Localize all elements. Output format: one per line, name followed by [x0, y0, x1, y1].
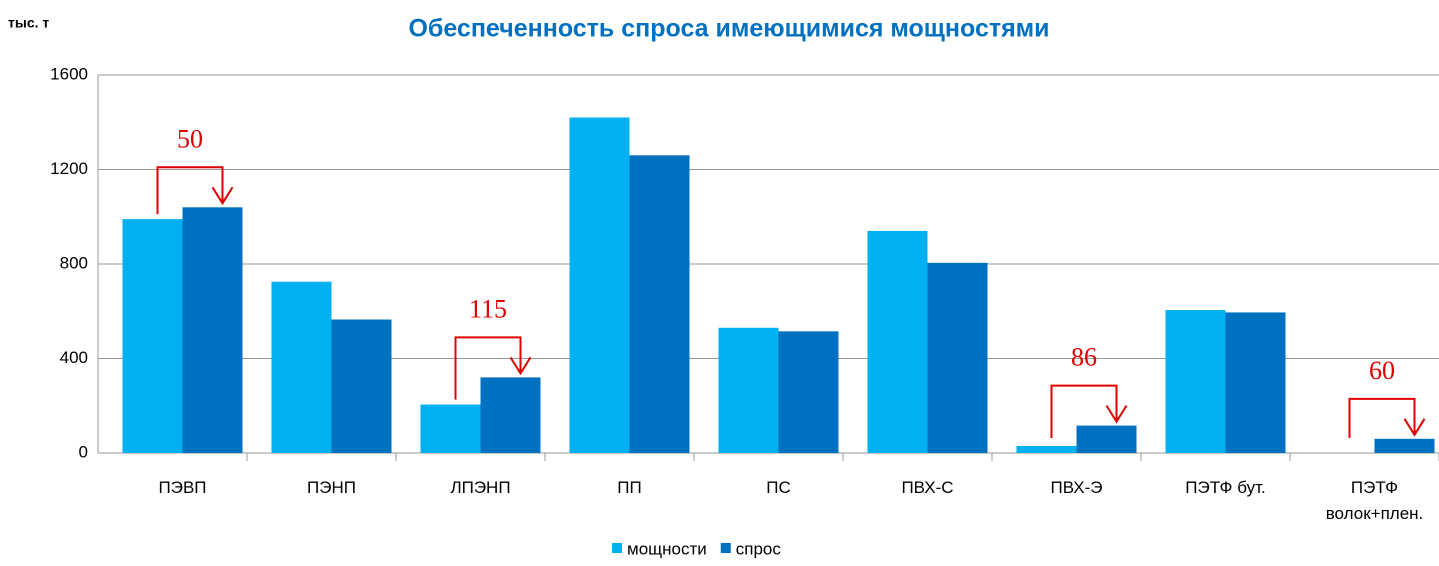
deficit-arrow — [156, 166, 224, 215]
bar — [182, 207, 243, 453]
deficit-arrowhead — [1105, 405, 1128, 424]
legend-swatch — [612, 543, 622, 553]
legend-label: мощности — [627, 539, 707, 558]
bar — [1165, 310, 1226, 453]
deficit-arrowhead — [211, 186, 234, 206]
x-tick-label: ПЭТФ бут. — [1185, 478, 1266, 497]
bar — [1225, 312, 1286, 453]
x-tick-label: ПЭНП — [307, 478, 356, 497]
bar — [867, 230, 928, 453]
bar — [718, 327, 779, 453]
x-tick-label: ЛПЭНП — [450, 478, 511, 497]
bar — [1076, 425, 1137, 453]
deficit-label: 60 — [1369, 356, 1395, 385]
bar — [271, 281, 332, 453]
x-tick-label: ПЭТФ волок+плен. — [1325, 478, 1424, 523]
deficit-arrow — [1348, 397, 1416, 438]
bar — [420, 404, 481, 453]
x-tick-label: ПП — [617, 478, 642, 497]
y-tick-label: 1200 — [50, 159, 88, 178]
bar — [569, 117, 630, 454]
bar — [480, 377, 541, 453]
x-tick-label: ПВХ-С — [901, 478, 954, 497]
y-tick-label: 400 — [60, 348, 88, 367]
deficit-label: 115 — [469, 294, 507, 323]
y-tick-label: 0 — [79, 442, 88, 461]
x-tick-label: ПС — [766, 478, 791, 497]
y-axis-label: тыс. т — [8, 15, 49, 31]
x-tick-label: ПВХ-Э — [1050, 478, 1103, 497]
deficit-label: 50 — [177, 124, 203, 153]
deficit-arrow — [1050, 384, 1118, 438]
bar — [778, 331, 839, 453]
deficit-arrowhead — [509, 356, 532, 376]
legend-swatch — [720, 543, 731, 553]
y-tick-label: 1600 — [50, 64, 88, 83]
bar — [1016, 445, 1077, 453]
deficit-label: 86 — [1071, 343, 1097, 372]
bar — [927, 262, 988, 453]
deficit-arrow — [454, 336, 522, 400]
deficit-arrowhead — [1403, 418, 1426, 437]
bar — [1374, 438, 1435, 453]
x-tick-label: ПЭВП — [158, 478, 207, 497]
y-tick-label: 800 — [60, 253, 88, 272]
chart-title: Обеспеченность спроса имеющимися мощност… — [408, 15, 1049, 43]
legend-label: спрос — [736, 539, 782, 558]
bar — [122, 219, 183, 453]
bar — [629, 155, 690, 453]
bar — [331, 319, 392, 453]
